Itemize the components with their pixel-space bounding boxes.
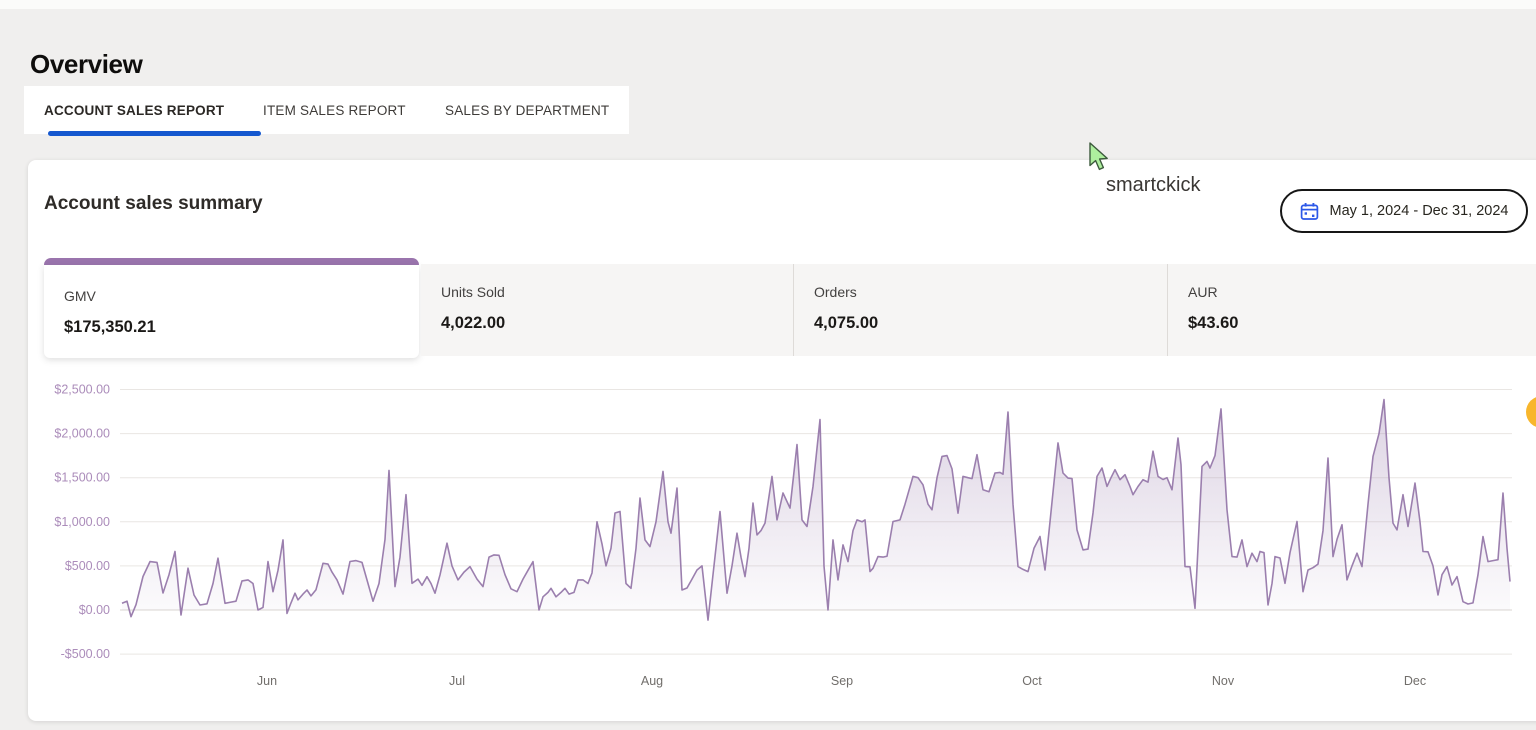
metric-value: 4,075.00 [814, 314, 879, 332]
metric-label: AUR [1188, 284, 1218, 300]
tab-label: ITEM SALES REPORT [263, 102, 406, 118]
metric-label: GMV [64, 288, 96, 304]
top-strip [0, 0, 1536, 9]
metric-tile-orders[interactable]: Orders 4,075.00 [793, 264, 1167, 356]
floating-action-button[interactable] [1526, 396, 1536, 428]
active-tab-underline [48, 131, 261, 136]
page-title: Overview [30, 49, 143, 80]
selected-metric-accent-bar [44, 258, 419, 265]
calendar-icon [1300, 202, 1318, 220]
mouse-cursor-icon [1089, 142, 1108, 171]
date-range-picker[interactable]: May 1, 2024 - Dec 31, 2024 [1280, 189, 1528, 233]
metric-value: $43.60 [1188, 314, 1239, 332]
account-sales-summary-card: Account sales summary smartckick May 1, … [28, 160, 1536, 721]
metric-value: $175,350.21 [64, 318, 156, 336]
metric-value: 4,022.00 [441, 314, 506, 332]
overlay-watermark-text: smartckick [1106, 174, 1201, 196]
tab-account-sales-report[interactable]: ACCOUNT SALES REPORT [44, 86, 261, 136]
tab-label: SALES BY DEPARTMENT [445, 102, 610, 118]
tab-label: ACCOUNT SALES REPORT [44, 102, 225, 118]
metric-tile-units-sold[interactable]: Units Sold 4,022.00 [421, 264, 793, 356]
metric-label: Orders [814, 284, 857, 300]
tab-item-sales-report[interactable]: ITEM SALES REPORT [263, 86, 406, 134]
card-title: Account sales summary [44, 193, 263, 214]
report-tabbar: ACCOUNT SALES REPORT ITEM SALES REPORT S… [24, 86, 629, 136]
tab-sales-by-department[interactable]: SALES BY DEPARTMENT [445, 86, 609, 134]
date-range-label: May 1, 2024 - Dec 31, 2024 [1329, 203, 1509, 219]
metric-tile-gmv[interactable]: GMV $175,350.21 [44, 258, 419, 358]
metric-label: Units Sold [441, 284, 505, 300]
metric-tile-aur[interactable]: AUR $43.60 [1167, 264, 1536, 356]
